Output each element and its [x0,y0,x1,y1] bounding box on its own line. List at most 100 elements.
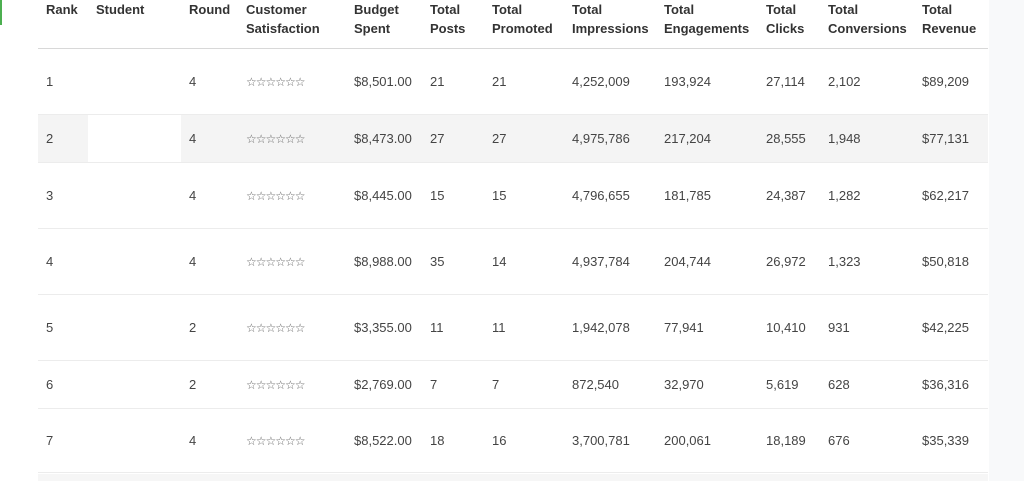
cell-clicks: 5,619 [758,360,820,409]
cell-satisfaction: ☆☆☆☆☆☆ [238,162,346,229]
left-accent-bar [0,0,2,25]
cell-budget: $8,445.00 [346,162,422,229]
cell-posts: 35 [422,228,484,295]
cell-engagements: 200,061 [656,408,758,473]
cell-impressions: 3,700,781 [564,408,656,473]
cell-conversions: 676 [820,408,914,473]
cell-engagements: 193,924 [656,48,758,115]
header-total-impressions[interactable]: Total Impressions [564,0,656,49]
cell-posts: 7 [422,360,484,409]
cell-rank: 1 [38,48,88,115]
header-total-revenue[interactable]: Total Revenue [914,0,988,49]
cell-conversions: 1,282 [820,162,914,229]
cell-satisfaction: ☆☆☆☆☆☆ [238,48,346,115]
cell-clicks: 26,972 [758,228,820,295]
cell-satisfaction: ☆☆☆☆☆☆ [238,408,346,473]
cell-revenue: $50,818 [914,228,988,295]
cell-posts: 21 [422,48,484,115]
cell-promoted: 16 [484,408,564,473]
cell-promoted: 7 [484,360,564,409]
cell-student [88,360,181,409]
cell-promoted: 14 [484,228,564,295]
cell-rank: 4 [38,228,88,295]
cell-impressions: 4,975,786 [564,114,656,163]
cell-clicks: 24,387 [758,162,820,229]
cell-student [88,114,181,163]
cell-engagements: 77,941 [656,294,758,361]
cell-promoted: 15 [484,162,564,229]
cell-posts: 27 [422,114,484,163]
cell-round: 2 [181,294,238,361]
cell-engagements: 32,970 [656,360,758,409]
cell-revenue: $62,217 [914,162,988,229]
star-rating-icon: ☆☆☆☆☆☆ [246,377,306,392]
cell-posts: 11 [422,294,484,361]
cell-round: 4 [181,114,238,163]
cell-round: 4 [181,162,238,229]
cell-budget: $8,988.00 [346,228,422,295]
header-rank[interactable]: Rank [38,0,88,49]
cell-rank: 3 [38,162,88,229]
cell-satisfaction: ☆☆☆☆☆☆ [238,114,346,163]
cell-promoted: 21 [484,48,564,115]
header-total-conversions[interactable]: Total Conversions [820,0,914,49]
cell-posts: 15 [422,162,484,229]
leaderboard-table-container: Rank Student Round Customer Satisfaction… [38,0,988,473]
header-customer-satisfaction[interactable]: Customer Satisfaction [238,0,346,49]
table-row: 5 2 ☆☆☆☆☆☆ $3,355.00 11 11 1,942,078 77,… [38,294,988,361]
star-rating-icon: ☆☆☆☆☆☆ [246,74,306,89]
cell-revenue: $36,316 [914,360,988,409]
cell-budget: $2,769.00 [346,360,422,409]
header-total-promoted[interactable]: Total Promoted [484,0,564,49]
cell-engagements: 204,744 [656,228,758,295]
table-row: 1 4 ☆☆☆☆☆☆ $8,501.00 21 21 4,252,009 193… [38,48,988,115]
cell-conversions: 1,948 [820,114,914,163]
right-gutter [989,0,1024,481]
cell-impressions: 1,942,078 [564,294,656,361]
header-total-engagements[interactable]: Total Engagements [656,0,758,49]
header-student[interactable]: Student [88,0,181,49]
table-row: 7 4 ☆☆☆☆☆☆ $8,522.00 18 16 3,700,781 200… [38,408,988,473]
cell-revenue: $35,339 [914,408,988,473]
cell-promoted: 11 [484,294,564,361]
header-total-posts[interactable]: Total Posts [422,0,484,49]
cell-student [88,162,181,229]
cell-rank: 6 [38,360,88,409]
cell-budget: $8,473.00 [346,114,422,163]
cell-impressions: 872,540 [564,360,656,409]
cell-impressions: 4,796,655 [564,162,656,229]
cell-rank: 7 [38,408,88,473]
cell-round: 2 [181,360,238,409]
cell-conversions: 2,102 [820,48,914,115]
table-row: 2 4 ☆☆☆☆☆☆ $8,473.00 27 27 4,975,786 217… [38,114,988,163]
cell-satisfaction: ☆☆☆☆☆☆ [238,228,346,295]
cell-revenue: $89,209 [914,48,988,115]
star-rating-icon: ☆☆☆☆☆☆ [246,188,306,203]
star-rating-icon: ☆☆☆☆☆☆ [246,433,306,448]
cell-round: 4 [181,228,238,295]
cell-promoted: 27 [484,114,564,163]
cell-student [88,48,181,115]
cell-impressions: 4,937,784 [564,228,656,295]
header-round[interactable]: Round [181,0,238,49]
cell-clicks: 28,555 [758,114,820,163]
cell-rank: 5 [38,294,88,361]
table-row: 3 4 ☆☆☆☆☆☆ $8,445.00 15 15 4,796,655 181… [38,162,988,229]
star-rating-icon: ☆☆☆☆☆☆ [246,320,306,335]
cell-round: 4 [181,48,238,115]
cell-student [88,228,181,295]
cell-clicks: 27,114 [758,48,820,115]
cell-engagements: 217,204 [656,114,758,163]
table-header-row: Rank Student Round Customer Satisfaction… [38,0,988,49]
cell-clicks: 18,189 [758,408,820,473]
cell-revenue: $42,225 [914,294,988,361]
header-budget-spent[interactable]: Budget Spent [346,0,422,49]
next-row-strip [38,474,988,481]
cell-revenue: $77,131 [914,114,988,163]
table-row: 4 4 ☆☆☆☆☆☆ $8,988.00 35 14 4,937,784 204… [38,228,988,295]
cell-conversions: 628 [820,360,914,409]
cell-student [88,408,181,473]
cell-satisfaction: ☆☆☆☆☆☆ [238,294,346,361]
cell-engagements: 181,785 [656,162,758,229]
header-total-clicks[interactable]: Total Clicks [758,0,820,49]
